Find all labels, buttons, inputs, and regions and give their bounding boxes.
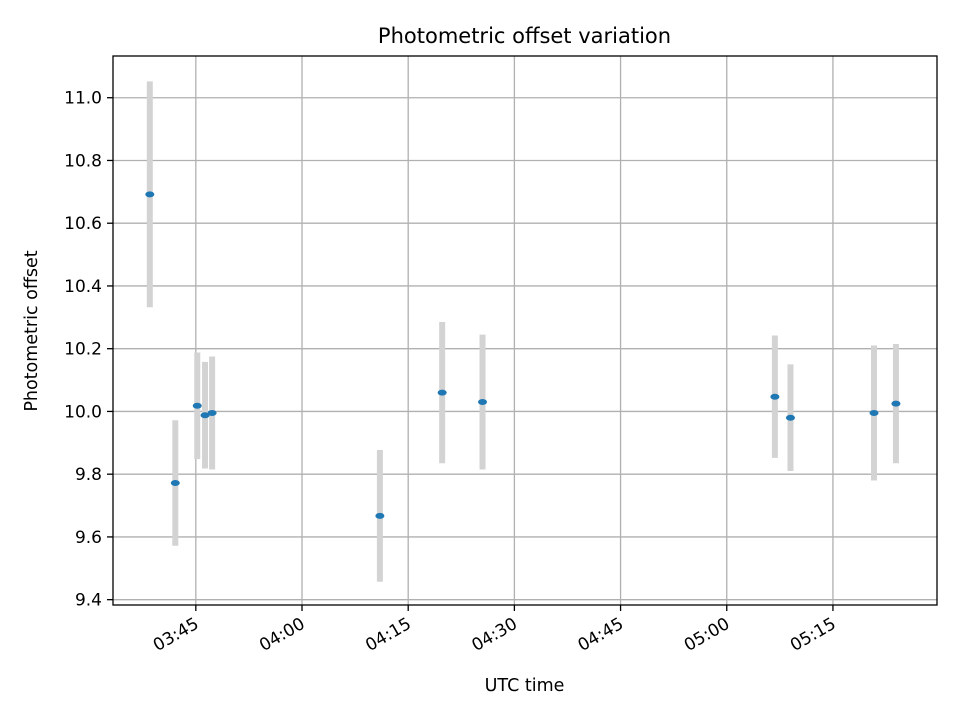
data-point	[375, 512, 385, 519]
data-point	[891, 400, 901, 407]
data-point	[145, 191, 155, 198]
data-point	[207, 410, 217, 417]
plot-frame	[112, 55, 938, 606]
y-tick-label: 10.0	[64, 402, 102, 422]
data-point	[770, 393, 780, 400]
data-point	[785, 414, 795, 421]
y-tick-label: 10.6	[64, 214, 102, 234]
y-tick-label: 10.4	[64, 277, 102, 297]
data-point	[478, 399, 488, 406]
y-tick-label: 9.6	[75, 528, 102, 548]
data-point	[170, 479, 180, 486]
y-tick-label: 10.2	[64, 340, 102, 360]
y-tick-label: 9.4	[75, 591, 102, 611]
y-axis-title: Photometric offset	[22, 250, 42, 411]
y-tick-label: 10.8	[64, 151, 102, 171]
data-point	[192, 402, 202, 409]
data-point	[437, 389, 447, 396]
data-point	[200, 412, 210, 419]
grid	[113, 56, 937, 605]
data-points	[145, 191, 901, 519]
data-point	[869, 410, 879, 417]
y-tick-label: 11.0	[64, 89, 102, 109]
chart-title: Photometric offset variation	[378, 24, 671, 48]
y-tick-label: 9.8	[75, 465, 102, 485]
x-axis-title: UTC time	[485, 676, 565, 696]
